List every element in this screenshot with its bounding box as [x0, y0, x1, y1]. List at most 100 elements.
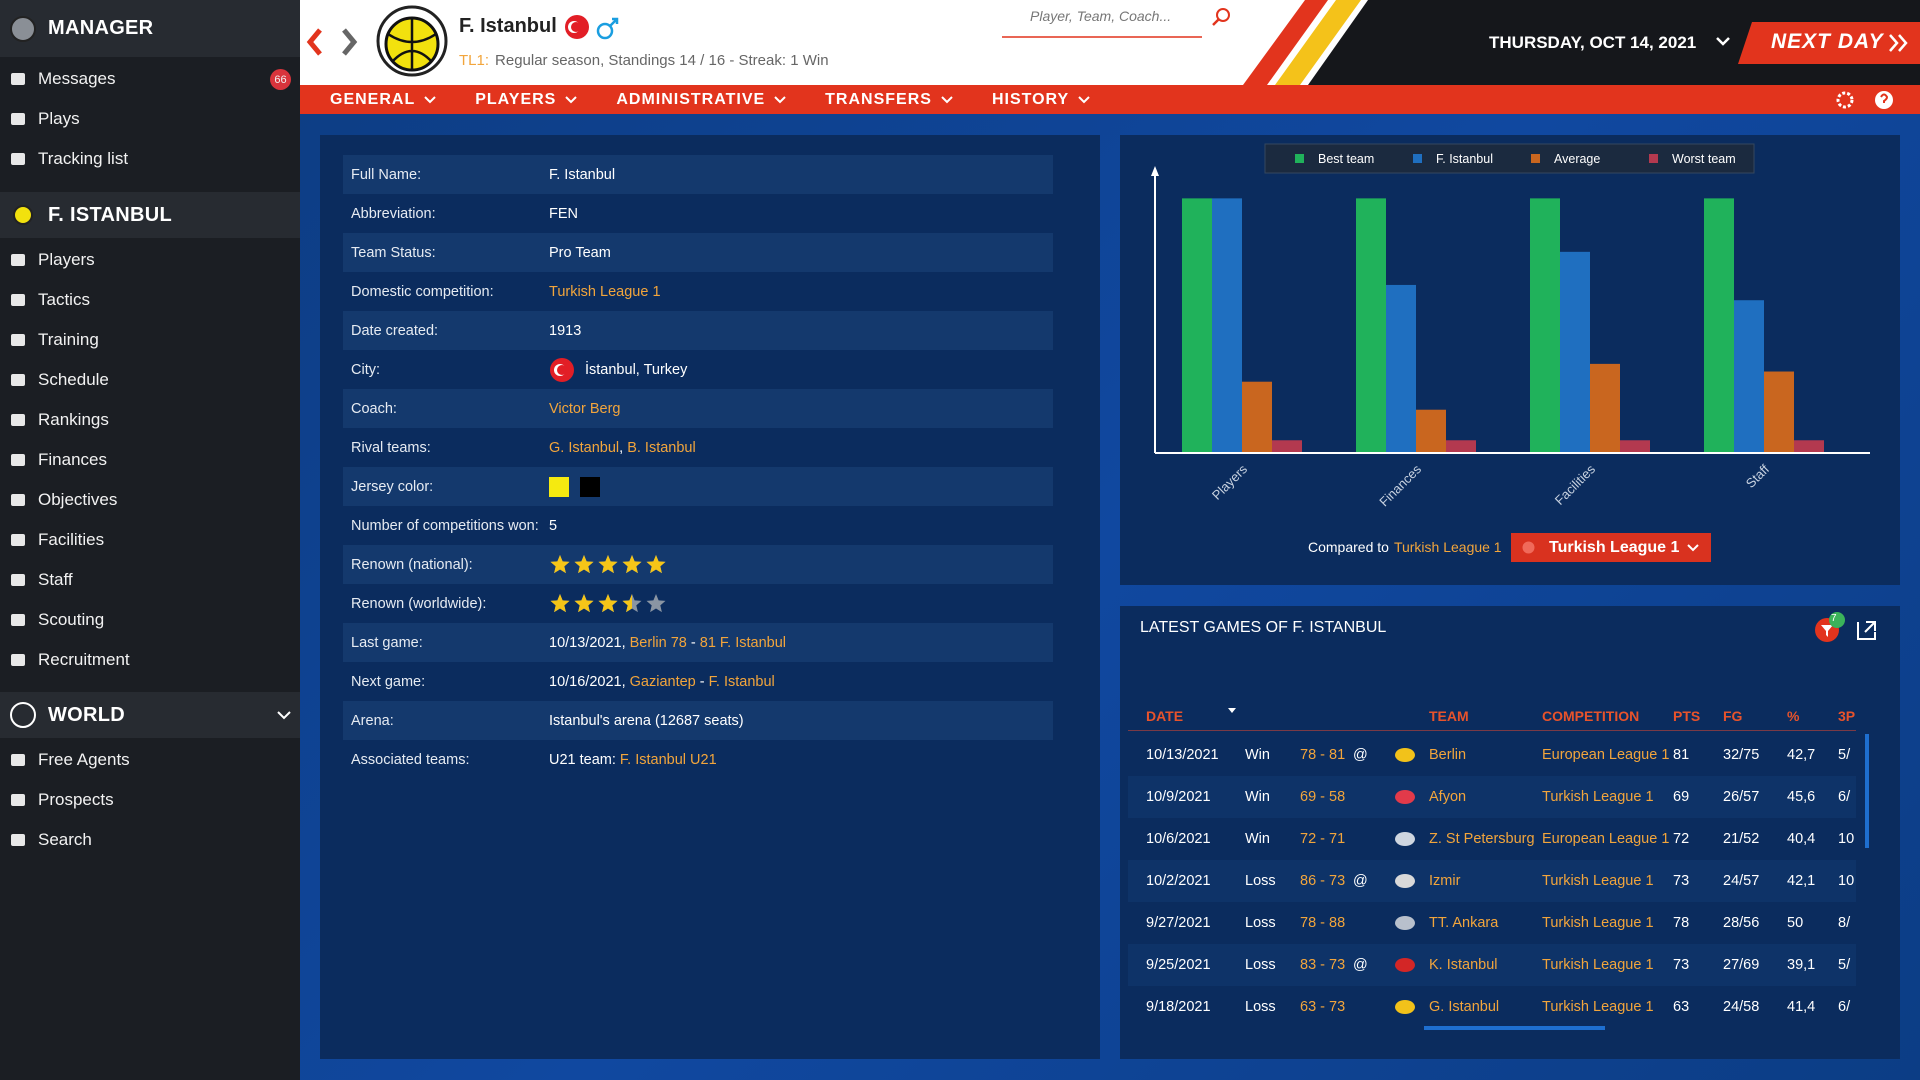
menu-item[interactable]: Recruitment: [0, 640, 300, 680]
icon-shape: [11, 494, 25, 506]
back-arrow[interactable]: [306, 28, 322, 56]
info-row: Next game: 10/16/2021, Gaziantep - F. Ist…: [343, 662, 1053, 701]
team-crest: [1395, 1000, 1415, 1014]
bar: [1446, 440, 1476, 453]
game-team[interactable]: K. Istanbul: [1429, 957, 1498, 973]
crest-shape: [1395, 874, 1415, 888]
comparison-league[interactable]: Turkish League 1: [1393, 539, 1502, 555]
game-competition[interactable]: Turkish League 1: [1542, 789, 1654, 805]
h-scrollbar[interactable]: [1424, 1026, 1605, 1030]
search-input[interactable]: Player, Team, Coach...: [1030, 8, 1172, 24]
game-competition[interactable]: Turkish League 1: [1542, 915, 1654, 931]
menu-item[interactable]: Messages 66: [0, 59, 300, 99]
menu-item[interactable]: Facilities: [0, 520, 300, 560]
v-scrollbar[interactable]: [1865, 734, 1869, 848]
menu-item[interactable]: Free Agents: [0, 740, 300, 780]
info-row: Coach: Victor Berg: [343, 389, 1053, 428]
game-team[interactable]: TT. Ankara: [1429, 915, 1499, 931]
legend-swatch: [1649, 154, 1658, 163]
menu-item[interactable]: Schedule: [0, 360, 300, 400]
game-competition[interactable]: Turkish League 1: [1542, 999, 1654, 1015]
bar: [1356, 198, 1386, 453]
flag-icon: [550, 357, 574, 382]
icon-shape: [10, 702, 36, 728]
comparison-label: Compared to: [1308, 539, 1389, 555]
game-team[interactable]: Izmir: [1429, 873, 1461, 889]
info-row: Arena: Istanbul's arena (12687 seats): [343, 701, 1053, 740]
info-row: Full Name: F. Istanbul: [343, 155, 1053, 194]
game-competition[interactable]: Turkish League 1: [1542, 873, 1654, 889]
icon-shape: [11, 113, 25, 125]
info-label: Renown (national):: [351, 556, 473, 573]
league-code[interactable]: TL1:: [459, 52, 490, 69]
menu-item[interactable]: Objectives: [0, 480, 300, 520]
menu-item[interactable]: Staff: [0, 560, 300, 600]
game-competition[interactable]: European League 1: [1542, 747, 1670, 763]
info-text[interactable]: 81 F. Istanbul: [699, 634, 787, 651]
game-competition[interactable]: Turkish League 1: [1542, 957, 1654, 973]
info-label: Coach:: [351, 400, 397, 417]
settings-icon[interactable]: [1836, 91, 1854, 109]
menu-icon: [11, 254, 25, 266]
search-icon[interactable]: [1216, 8, 1230, 22]
nav-tab[interactable]: HISTORY: [992, 91, 1093, 109]
game-team[interactable]: Afyon: [1429, 789, 1467, 805]
nav-tab[interactable]: GENERAL: [330, 91, 439, 109]
menu-item[interactable]: Search: [0, 820, 300, 860]
game-pts: 73: [1673, 873, 1690, 889]
info-label: Jersey color:: [351, 478, 434, 495]
info-text[interactable]: Victor Berg: [549, 400, 621, 417]
forward-arrow[interactable]: [342, 28, 358, 56]
nav-tab[interactable]: ADMINISTRATIVE: [616, 91, 789, 109]
nav-tab[interactable]: TRANSFERS: [825, 91, 956, 109]
menu-item[interactable]: Training: [0, 320, 300, 360]
nav-tab[interactable]: PLAYERS: [475, 91, 580, 109]
menu-item[interactable]: Rankings: [0, 400, 300, 440]
menu-label: Schedule: [38, 370, 109, 389]
info-text[interactable]: F. Istanbul U21: [619, 751, 717, 768]
menu-item[interactable]: Tracking list: [0, 139, 300, 179]
next-day-button[interactable]: [1738, 22, 1920, 64]
info-row: Rival teams: G. Istanbul, B. Istanbul: [343, 428, 1053, 467]
legend-swatch: [1531, 154, 1540, 163]
info-text[interactable]: F. Istanbul: [708, 673, 775, 690]
menu-item[interactable]: Prospects: [0, 780, 300, 820]
info-text: Istanbul's arena (12687 seats): [549, 712, 744, 729]
search-icon-handle: [1212, 18, 1220, 26]
menu-label: Free Agents: [38, 750, 130, 769]
date-chevron[interactable]: [1716, 37, 1730, 46]
info-text[interactable]: Berlin 78: [629, 634, 687, 651]
menu-item[interactable]: Scouting: [0, 600, 300, 640]
menu-icon: [11, 294, 25, 306]
games-tools: [1815, 612, 1876, 642]
menu-icon: [11, 574, 25, 586]
popout-icon[interactable]: [1857, 621, 1876, 640]
info-text[interactable]: B. Istanbul: [627, 439, 696, 456]
column-header: 3P: [1838, 708, 1856, 724]
menu-item[interactable]: Players: [0, 240, 300, 280]
info-text[interactable]: G. Istanbul: [549, 439, 620, 456]
menu-item[interactable]: Tactics: [0, 280, 300, 320]
menu-item[interactable]: Finances: [0, 440, 300, 480]
info-row: Last game: 10/13/2021, Berlin 78 - 81 F. …: [343, 623, 1053, 662]
column-header: %: [1787, 708, 1800, 724]
star-empty: [646, 593, 666, 612]
info-value: İstanbul, Turkey: [549, 357, 687, 383]
info-text[interactable]: Gaziantep: [629, 673, 696, 690]
league-dropdown[interactable]: Turkish League 1: [1511, 533, 1711, 562]
game-team[interactable]: Berlin: [1429, 747, 1467, 763]
menu-icon: [11, 153, 25, 165]
info-row: Renown (worldwide):: [343, 584, 1053, 623]
next-day-label[interactable]: NEXT DAY: [1771, 30, 1884, 53]
game-team[interactable]: Z. St Petersburg: [1429, 831, 1535, 847]
menu-icon: [11, 334, 25, 346]
game-team[interactable]: G. Istanbul: [1429, 999, 1500, 1015]
game-fg: 21/52: [1723, 831, 1760, 847]
game-competition[interactable]: European League 1: [1542, 831, 1670, 847]
date[interactable]: THURSDAY, OCT 14, 2021: [1489, 33, 1697, 52]
info-value: 5: [549, 518, 557, 534]
menu-item[interactable]: Plays: [0, 99, 300, 139]
section-title: F. ISTANBUL: [48, 203, 173, 226]
info-text[interactable]: Turkish League 1: [549, 283, 661, 300]
legend-label: Worst team: [1672, 152, 1736, 166]
